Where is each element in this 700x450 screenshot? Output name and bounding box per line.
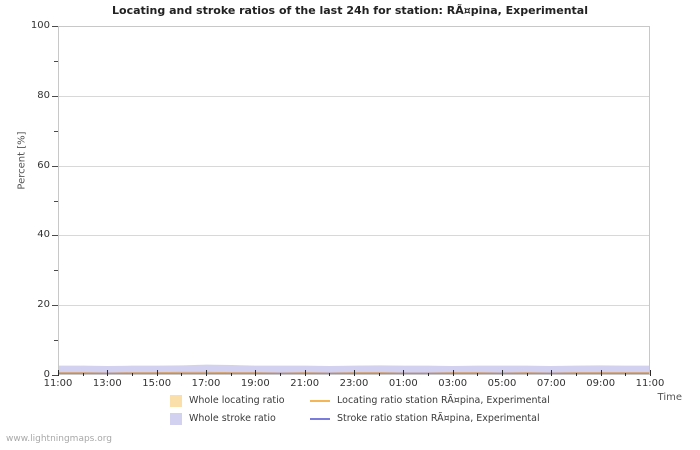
x-major-tick (403, 370, 404, 376)
x-tick-label: 23:00 (339, 378, 369, 389)
x-minor-tick (428, 373, 429, 376)
x-tick-label: 15:00 (142, 378, 172, 389)
x-major-tick (354, 370, 355, 376)
legend-entry: Whole locating ratio (170, 392, 310, 410)
x-tick-label: 03:00 (438, 378, 468, 389)
legend-entry: Locating ratio station RÃ¤pina, Experime… (310, 392, 590, 410)
x-tick-label: 17:00 (191, 378, 221, 389)
y-major-tick (52, 235, 58, 237)
x-minor-tick (231, 373, 232, 376)
plot-area (58, 26, 650, 375)
x-tick-label: 05:00 (487, 378, 517, 389)
series-svg (59, 364, 649, 374)
y-major-tick (52, 26, 58, 27)
legend-swatch (170, 413, 182, 425)
legend-label: Whole stroke ratio (189, 413, 276, 424)
x-major-tick (58, 370, 59, 376)
y-minor-tick (54, 200, 58, 202)
x-tick-label: 01:00 (388, 378, 418, 389)
x-minor-tick (379, 373, 380, 376)
legend-label: Locating ratio station RÃ¤pina, Experime… (337, 395, 550, 406)
x-minor-tick (477, 373, 478, 376)
x-major-tick (502, 370, 503, 376)
x-major-tick (650, 370, 651, 376)
x-tick-label: 09:00 (586, 378, 616, 389)
x-minor-tick (280, 373, 281, 376)
x-minor-tick (181, 373, 182, 376)
y-minor-tick (54, 340, 58, 342)
legend-entry: Whole stroke ratio (170, 410, 310, 428)
legend-label: Whole locating ratio (189, 395, 285, 406)
x-major-tick (551, 370, 552, 376)
gridline (59, 235, 649, 237)
legend-entry: Stroke ratio station RÃ¤pina, Experiment… (310, 410, 590, 428)
x-minor-tick (83, 373, 84, 376)
x-tick-label: 11:00 (635, 378, 665, 389)
x-major-tick (157, 370, 158, 376)
y-major-tick (52, 165, 58, 167)
chart-title: Locating and stroke ratios of the last 2… (112, 4, 588, 17)
y-tick-label: 20 (37, 299, 50, 311)
y-tick-label: 60 (37, 159, 50, 171)
x-major-tick (601, 370, 602, 376)
y-major-tick (52, 375, 58, 376)
y-major-tick (52, 305, 58, 307)
y-minor-tick (54, 270, 58, 272)
y-tick-label: 0 (43, 369, 50, 380)
x-minor-tick (329, 373, 330, 376)
gridline (59, 165, 649, 167)
x-minor-tick (527, 373, 528, 376)
x-major-tick (305, 370, 306, 376)
x-tick-label: 19:00 (240, 378, 270, 389)
x-tick-label: 07:00 (536, 378, 566, 389)
legend-line-marker (310, 418, 330, 420)
legend-swatch (170, 395, 182, 407)
x-tick-label: 21:00 (290, 378, 320, 389)
y-tick-label: 80 (37, 89, 50, 101)
x-minor-tick (625, 373, 626, 376)
gridline (59, 95, 649, 97)
y-tick-label: 40 (37, 229, 50, 241)
x-tick-label: 11:00 (43, 378, 73, 389)
y-minor-tick (54, 130, 58, 132)
y-major-tick (52, 95, 58, 97)
x-major-tick (255, 370, 256, 376)
x-minor-tick (576, 373, 577, 376)
x-axis-label: Time (657, 392, 682, 403)
x-minor-tick (132, 373, 133, 376)
legend-label: Stroke ratio station RÃ¤pina, Experiment… (337, 413, 540, 424)
y-tick-label: 100 (30, 20, 50, 31)
x-major-tick (206, 370, 207, 376)
chart-legend: Whole locating ratio Locating ratio stati… (170, 392, 590, 428)
y-minor-tick (54, 60, 58, 62)
watermark: www.lightningmaps.org (6, 434, 112, 444)
x-major-tick (107, 370, 108, 376)
x-tick-label: 13:00 (92, 378, 122, 389)
gridline (59, 305, 649, 307)
x-major-tick (453, 370, 454, 376)
legend-line-marker (310, 400, 330, 402)
